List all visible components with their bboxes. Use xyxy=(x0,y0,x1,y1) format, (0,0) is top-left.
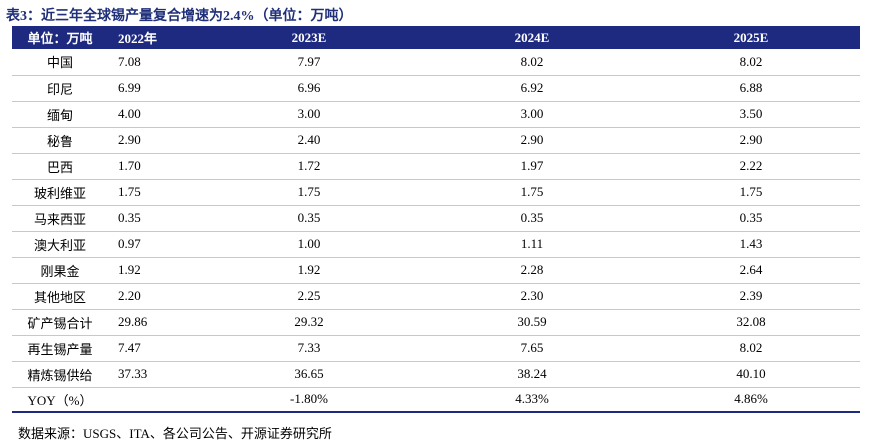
value-2025e-cell: 0.35 xyxy=(739,210,763,225)
value-2024e-cell: 8.02 xyxy=(520,53,544,69)
value-2022-cell: 4.00 xyxy=(118,106,141,121)
value-2024e-cell: 6.92 xyxy=(520,80,544,95)
value-2023e-cell: -1.80% xyxy=(290,391,328,407)
value-2022-cell: 1.70 xyxy=(118,158,141,173)
value-2024e-cell: 1.75 xyxy=(520,184,544,199)
header-unit: 单位：万吨 xyxy=(27,31,93,46)
value-2022-cell: 0.97 xyxy=(118,236,141,251)
table-row: 缅甸 4.00 3.00 3.00 3.50 xyxy=(12,101,860,127)
table-row: 玻利维亚 1.75 1.75 1.75 1.75 xyxy=(12,179,860,205)
table-row: 巴西 1.70 1.72 1.97 2.22 xyxy=(12,153,860,179)
value-2024e-cell: 2.30 xyxy=(520,288,544,303)
region-cell: 秘鲁 xyxy=(46,133,73,149)
table-row: 矿产锡合计 29.86 29.32 30.59 32.08 xyxy=(12,309,860,335)
value-2022-cell: 0.35 xyxy=(118,210,141,225)
value-2022-cell: 7.47 xyxy=(118,340,141,355)
header-2024e: 2024E xyxy=(514,29,550,45)
value-2023e-cell: 7.97 xyxy=(297,53,321,69)
header-2023e: 2023E xyxy=(291,29,327,45)
value-2024e-cell: 4.33% xyxy=(515,391,549,407)
table-row: 精炼锡供给 37.33 36.65 38.24 40.10 xyxy=(12,361,860,387)
value-2025e-cell: 1.75 xyxy=(739,184,763,199)
value-2025e-cell: 1.43 xyxy=(739,236,763,251)
value-2023e-cell: 7.33 xyxy=(297,340,321,355)
value-2024e-cell: 38.24 xyxy=(517,366,547,381)
value-2025e-cell: 8.02 xyxy=(739,340,763,355)
tin-production-table: 单位：万吨 2022年 2023E 2024E 2025E 中国 7.08 7.97… xyxy=(12,26,860,413)
value-2024e-cell: 1.97 xyxy=(520,158,544,173)
value-2024e-cell: 30.59 xyxy=(517,314,547,329)
header-2022: 2022年 xyxy=(118,31,158,46)
value-2024e-cell: 2.90 xyxy=(520,132,544,147)
value-2023e-cell: 1.72 xyxy=(297,158,321,173)
table-row: 再生锡产量 7.47 7.33 7.65 8.02 xyxy=(12,335,860,361)
value-2023e-cell: 29.32 xyxy=(294,314,324,329)
value-2023e-cell: 6.96 xyxy=(297,80,321,95)
value-2025e-cell: 2.22 xyxy=(739,158,763,173)
value-2025e-cell: 2.90 xyxy=(739,132,763,147)
region-cell: 印尼 xyxy=(46,81,73,97)
table-title: 表3：近三年全球锡产量复合增速为2.4%（单位：万吨） xyxy=(6,9,353,24)
value-2022-cell: 6.99 xyxy=(118,80,141,95)
table-row: 刚果金 1.92 1.92 2.28 2.64 xyxy=(12,257,860,283)
value-2023e-cell: 0.35 xyxy=(297,210,321,225)
region-cell: 矿产锡合计 xyxy=(27,315,93,331)
region-cell: 澳大利亚 xyxy=(33,237,86,253)
value-2024e-cell: 1.11 xyxy=(520,236,544,251)
region-cell: 其他地区 xyxy=(33,289,86,305)
value-2022-cell xyxy=(108,387,196,412)
region-cell: 精炼锡供给 xyxy=(27,367,93,383)
value-2023e-cell: 1.92 xyxy=(297,262,321,277)
value-2022-cell: 2.20 xyxy=(118,288,141,303)
header-2025e: 2025E xyxy=(733,29,769,45)
region-cell: 玻利维亚 xyxy=(33,185,86,201)
value-2024e-cell: 2.28 xyxy=(520,262,544,277)
value-2023e-cell: 2.40 xyxy=(297,132,321,147)
region-cell: 缅甸 xyxy=(46,107,73,123)
value-2025e-cell: 8.02 xyxy=(739,53,763,69)
table-row: 中国 7.08 7.97 8.02 8.02 xyxy=(12,49,860,75)
value-2025e-cell: 4.86% xyxy=(734,391,768,407)
table-row: YOY（%） -1.80% 4.33% 4.86% xyxy=(12,387,860,412)
table-body: 中国 7.08 7.97 8.02 8.02 印尼 6.99 6.96 6.92 6.88 缅甸 4.… xyxy=(12,49,860,412)
value-2025e-cell: 32.08 xyxy=(736,314,766,329)
value-2022-cell: 37.33 xyxy=(118,366,148,381)
value-2024e-cell: 7.65 xyxy=(520,340,544,355)
value-2022-cell: 2.90 xyxy=(118,132,141,147)
region-cell: YOY（%） xyxy=(27,392,93,408)
value-2025e-cell: 2.64 xyxy=(739,262,763,277)
value-2023e-cell: 1.75 xyxy=(297,184,321,199)
value-2023e-cell: 2.25 xyxy=(297,288,321,303)
table-row: 马来西亚 0.35 0.35 0.35 0.35 xyxy=(12,205,860,231)
value-2022-cell: 7.08 xyxy=(118,53,141,69)
value-2024e-cell: 3.00 xyxy=(520,106,544,121)
value-2023e-cell: 3.00 xyxy=(297,106,321,121)
value-2023e-cell: 36.65 xyxy=(294,366,324,381)
value-2025e-cell: 40.10 xyxy=(736,366,766,381)
value-2025e-cell: 6.88 xyxy=(739,80,763,95)
value-2022-cell: 1.92 xyxy=(118,262,141,277)
value-2023e-cell: 1.00 xyxy=(297,236,321,251)
region-cell: 刚果金 xyxy=(40,263,80,279)
table-row: 其他地区 2.20 2.25 2.30 2.39 xyxy=(12,283,860,309)
table-row: 澳大利亚 0.97 1.00 1.11 1.43 xyxy=(12,231,860,257)
region-cell: 巴西 xyxy=(46,159,73,175)
source-note: 数据来源：USGS、ITA、各公司公告、开源证券研究所 xyxy=(18,426,332,441)
value-2025e-cell: 2.39 xyxy=(739,288,763,303)
table-header-row: 单位：万吨 2022年 2023E 2024E 2025E xyxy=(12,26,860,49)
region-cell: 马来西亚 xyxy=(33,211,86,227)
table-row: 印尼 6.99 6.96 6.92 6.88 xyxy=(12,75,860,101)
region-cell: 中国 xyxy=(46,55,73,71)
region-cell: 再生锡产量 xyxy=(27,341,93,357)
value-2022-cell: 1.75 xyxy=(118,184,141,199)
table-row: 秘鲁 2.90 2.40 2.90 2.90 xyxy=(12,127,860,153)
value-2024e-cell: 0.35 xyxy=(520,210,544,225)
value-2022-cell: 29.86 xyxy=(118,314,148,329)
value-2025e-cell: 3.50 xyxy=(739,106,763,121)
